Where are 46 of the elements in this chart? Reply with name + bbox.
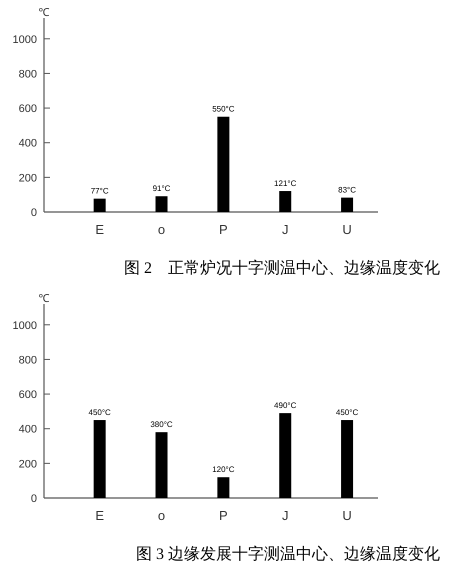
bar <box>94 420 106 498</box>
data-label: 550°C <box>212 104 235 114</box>
data-label: 450°C <box>336 408 358 418</box>
y-axis-title: ℃ <box>38 293 50 305</box>
bar <box>217 477 230 498</box>
data-label: 490°C <box>274 401 297 410</box>
bar <box>94 198 106 212</box>
y-tick-label: 1000 <box>12 34 37 46</box>
y-tick-label: 0 <box>30 493 37 505</box>
bar <box>156 196 168 212</box>
bar <box>156 432 168 498</box>
bar <box>279 413 292 498</box>
data-label: 120°C <box>212 465 235 474</box>
bar <box>217 116 230 212</box>
x-tick-label: P <box>219 222 228 237</box>
y-tick-label: 800 <box>18 68 37 80</box>
x-tick-label: o <box>158 508 166 523</box>
x-tick-label: o <box>158 222 166 237</box>
x-tick-label: U <box>342 508 352 523</box>
data-label: 77°C <box>90 186 109 196</box>
text: 图 3 边缘发展十字测温中心、边缘温度变化 <box>136 545 440 563</box>
data-label: 121°C <box>274 179 297 188</box>
y-tick-label: 400 <box>18 424 37 436</box>
x-tick-label: J <box>282 222 288 237</box>
y-tick-label: 800 <box>18 354 37 366</box>
bar <box>279 191 292 212</box>
y-tick-label: 600 <box>18 389 37 402</box>
data-label: 380°C <box>150 420 173 430</box>
text: 图 2 正常炉况十字测温中心、边缘温度变化 <box>124 259 440 277</box>
bar <box>341 198 354 212</box>
bar <box>341 420 354 498</box>
data-label: 83°C <box>338 186 356 195</box>
y-tick-label: 600 <box>18 103 37 116</box>
x-tick-label: U <box>342 222 352 237</box>
y-axis-title: ℃ <box>38 7 50 19</box>
x-tick-label: J <box>282 508 288 523</box>
x-tick-label: P <box>219 508 228 523</box>
x-tick-label: E <box>95 508 104 523</box>
y-tick-label: 0 <box>30 207 37 219</box>
data-label: 91°C <box>152 184 171 194</box>
data-label: 450°C <box>88 408 112 418</box>
y-tick-label: 200 <box>18 172 37 184</box>
x-tick-label: E <box>95 222 104 237</box>
y-tick-label: 200 <box>18 458 37 470</box>
y-tick-label: 1000 <box>12 320 37 332</box>
y-tick-label: 400 <box>18 138 37 150</box>
